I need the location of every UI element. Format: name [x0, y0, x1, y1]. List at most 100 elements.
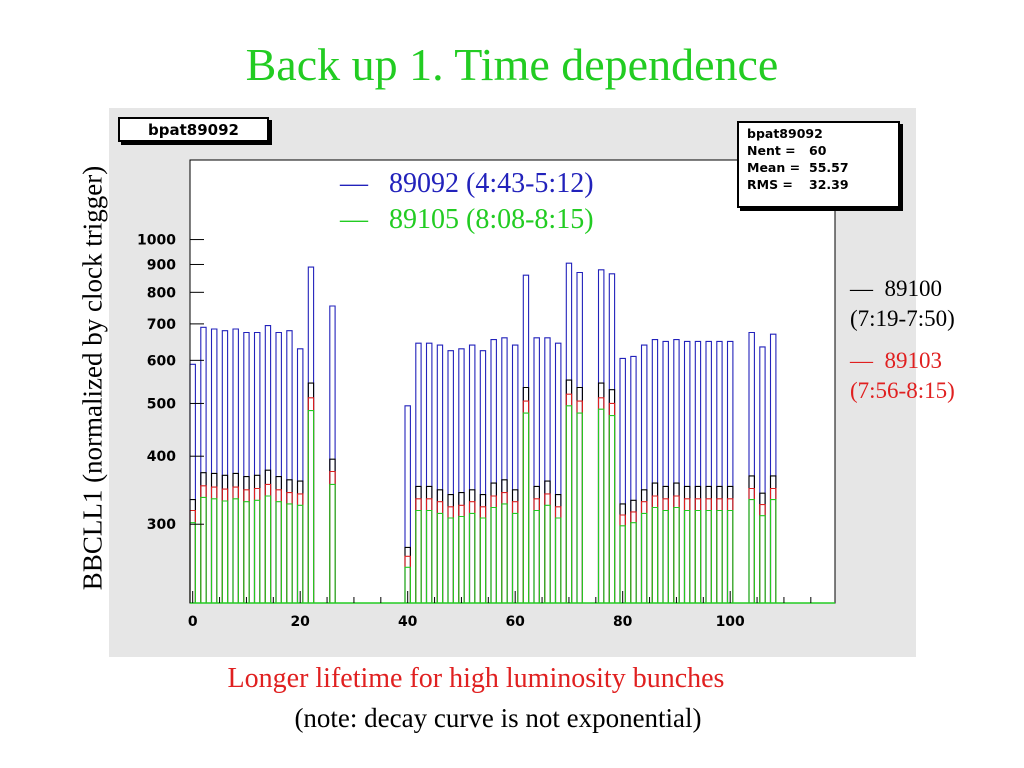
bar-89105: [533, 509, 540, 603]
bar-89105: [597, 408, 605, 603]
bar-89092: [511, 344, 519, 603]
note-main: Longer lifetime for high luminosity bunc…: [227, 663, 725, 694]
bar-89092: [619, 357, 626, 603]
legend-run: 89100: [884, 276, 943, 301]
bar-89092: [683, 340, 691, 603]
bar-89092: [651, 339, 659, 603]
stats-value: 60: [809, 143, 827, 158]
bar-89105: [673, 506, 680, 603]
bar-89092: [501, 337, 508, 603]
bar-89092: [200, 326, 207, 603]
legend-line-icon: —: [340, 168, 389, 199]
bar-89105: [425, 509, 433, 603]
histogram-title-box: bpat89092: [118, 117, 269, 142]
bar-89105: [511, 512, 519, 603]
y-axis-label: BBCLL1 (normalized by clock trigger): [77, 165, 108, 591]
bar-89105: [243, 501, 250, 603]
bar-89092: [554, 342, 562, 603]
bar-89092: [404, 405, 411, 603]
x-tick-label: 100: [716, 614, 745, 630]
slide-title: Back up 1. Time dependence: [245, 39, 779, 90]
bar-89105: [748, 499, 755, 603]
bar-89092: [425, 342, 433, 603]
legend-entry-89100: — 89100 (7:19-7:50): [850, 274, 955, 334]
bar-89105: [608, 415, 616, 603]
bar-89092: [662, 340, 669, 603]
y-tick-label: 400: [147, 449, 176, 465]
x-tick-label: 60: [505, 614, 525, 630]
stats-row-rms: RMS = 32.39: [747, 176, 898, 193]
bar-89092: [640, 344, 648, 603]
y-tick-label: 700: [147, 317, 176, 333]
legend-run: 89103: [884, 348, 943, 373]
y-tick-label: 300: [147, 517, 176, 533]
bar-89105: [221, 500, 229, 603]
bar-89105: [296, 504, 304, 603]
bar-89092: [468, 344, 476, 603]
bar-89105: [275, 501, 282, 603]
bar-89105: [436, 512, 444, 603]
bar-89092: [748, 331, 755, 603]
stats-key: Nent =: [747, 143, 796, 158]
legend-label: 89092 (4:43-5:12): [389, 168, 594, 199]
stats-value: 55.57: [809, 160, 849, 175]
bar-89105: [307, 410, 315, 603]
legend-time: (7:19-7:50): [850, 306, 955, 331]
bar-89092: [286, 330, 293, 603]
bar-89105: [264, 495, 272, 603]
bar-89105: [210, 498, 218, 603]
bar-89092: [232, 328, 239, 603]
bar-89105: [565, 405, 573, 603]
y-tick-label: 800: [147, 285, 176, 301]
bar-89092: [769, 333, 777, 603]
bar-89105: [619, 525, 626, 603]
bar-89105: [716, 509, 723, 603]
bar-89105: [490, 506, 497, 603]
x-tick-label: 40: [398, 614, 418, 630]
bar-89092: [726, 340, 734, 603]
bar-89092: [479, 350, 487, 603]
legend-entry-89105: — 89105 (8:08-8:15): [340, 204, 594, 236]
bar-89092: [759, 346, 766, 603]
bar-89105: [544, 504, 551, 603]
bar-89105: [769, 499, 777, 603]
stats-box: bpat89092 Nent = 60 Mean = 55.57 RMS = 3…: [737, 121, 900, 208]
y-tick-label: 1000: [137, 233, 176, 249]
stats-value: 32.39: [809, 177, 849, 192]
bar-89105: [286, 503, 293, 603]
bar-89105: [726, 509, 734, 603]
y-tick-label: 900: [147, 257, 176, 273]
bar-89105: [232, 498, 239, 603]
bar-89105: [458, 515, 465, 603]
bar-89092: [329, 305, 336, 603]
note-sub: (note: decay curve is not exponential): [294, 703, 702, 733]
bar-89092: [716, 340, 723, 603]
bar-89105: [479, 517, 487, 603]
bar-89105: [576, 412, 583, 603]
y-tick-label: 600: [147, 353, 176, 369]
bar-89092: [436, 344, 444, 603]
stats-key: RMS =: [747, 177, 793, 192]
bar-89105: [705, 509, 712, 603]
bar-89092: [490, 339, 497, 603]
bar-89092: [210, 328, 218, 603]
bar-89092: [253, 331, 261, 603]
bar-89092: [458, 348, 465, 603]
stats-name: bpat89092: [747, 126, 823, 141]
bar-89092: [296, 348, 304, 603]
bar-89105: [501, 503, 508, 603]
bar-89105: [253, 499, 261, 603]
x-tick-label: 80: [613, 614, 633, 630]
stats-row-mean: Mean = 55.57: [747, 159, 898, 176]
bar-89092: [694, 340, 702, 603]
bar-89105: [329, 483, 336, 603]
bar-89105: [554, 517, 562, 603]
bar-89092: [533, 337, 540, 603]
legend-entry-89092: — 89092 (4:43-5:12): [340, 168, 594, 200]
legend-time: (7:56-8:15): [850, 378, 955, 403]
legend-label: 89105 (8:08-8:15): [389, 204, 594, 235]
bar-89092: [264, 325, 272, 603]
axes-group: 0 20 40 60 80 100 300 400 500 600 700 800 900 1000: [137, 160, 835, 630]
bar-89105: [651, 506, 659, 603]
